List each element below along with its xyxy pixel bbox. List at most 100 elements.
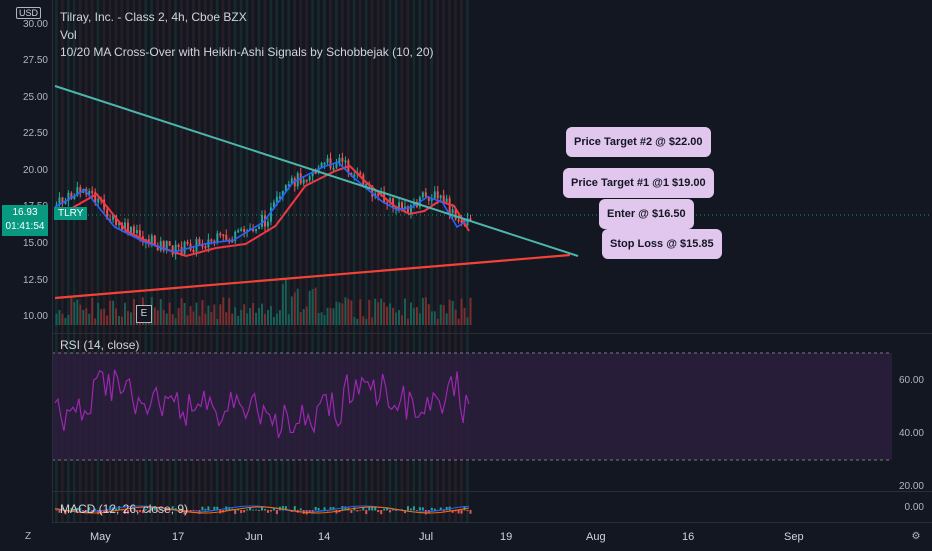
- settings-gear-icon[interactable]: ⚙: [911, 531, 921, 542]
- macd-bar: [362, 507, 365, 511]
- symbol-title[interactable]: Tilray, Inc. - Class 2, 4h, Cboe BZX: [60, 10, 247, 24]
- macd-bar: [395, 510, 398, 511]
- price-axis[interactable]: 30.00 27.50 25.00 22.50 20.00 17.50 15.0…: [0, 0, 53, 522]
- macd-bar: [109, 506, 112, 511]
- signal-stripe: [323, 0, 326, 522]
- signal-stripe: [400, 0, 404, 522]
- auto-scale-z-button[interactable]: Z: [24, 531, 32, 542]
- candle-body: [466, 218, 469, 226]
- candle-body: [308, 176, 311, 181]
- signal-stripe: [382, 0, 386, 522]
- volume-legend[interactable]: Vol: [60, 28, 77, 42]
- macd-bar: [386, 507, 389, 511]
- signal-stripe: [293, 0, 296, 522]
- currency-badge[interactable]: USD: [16, 7, 42, 19]
- macd-bar: [213, 506, 216, 511]
- macd-bar: [135, 510, 138, 512]
- pane-separator-macd[interactable]: [52, 491, 932, 492]
- callout-stop-loss[interactable]: Stop Loss @ $15.85: [602, 229, 722, 259]
- macd-bar: [234, 510, 237, 515]
- macd-bar: [195, 510, 198, 511]
- time-axis[interactable]: May 17 Jun 14 Jul 19 Aug 16 Sep: [52, 522, 932, 551]
- volume-bar: [61, 313, 64, 325]
- volume-bar: [94, 318, 97, 325]
- callout-price-target-1[interactable]: Price Target #1 @1 $19.00: [563, 168, 714, 198]
- candle-body: [255, 228, 258, 232]
- candle-body: [258, 226, 261, 229]
- volume-bar: [266, 309, 269, 325]
- pane-separator-rsi[interactable]: [52, 333, 932, 334]
- candle-body: [156, 245, 159, 251]
- macd-bar: [451, 510, 454, 513]
- macd-bar: [64, 510, 67, 515]
- volume-bar: [466, 317, 469, 325]
- candle-body: [305, 179, 308, 182]
- callout-price-target-2[interactable]: Price Target #2 @ $22.00: [566, 127, 711, 157]
- volume-bar: [392, 307, 395, 325]
- volume-bar: [85, 308, 88, 325]
- signal-stripe: [78, 0, 82, 522]
- callout-enter[interactable]: Enter @ $16.50: [599, 199, 694, 229]
- candle-body: [445, 198, 448, 203]
- candle-body: [335, 162, 338, 168]
- macd-bar: [430, 507, 433, 511]
- price-tick: 25.00: [22, 92, 48, 103]
- volume-bar: [79, 304, 82, 325]
- signal-stripe: [305, 0, 308, 522]
- chart-canvas[interactable]: [0, 0, 932, 522]
- candle-body: [252, 228, 255, 232]
- volume-bar: [126, 311, 129, 325]
- candle-body: [91, 191, 94, 194]
- signal-stripe: [150, 0, 153, 522]
- macd-legend[interactable]: MACD (12, 26, close, 9): [60, 502, 189, 516]
- price-tick: 30.00: [22, 19, 48, 30]
- signal-stripe: [227, 0, 231, 522]
- signal-stripe: [186, 0, 189, 522]
- candle-body: [150, 235, 153, 245]
- indicator-legend[interactable]: 10/20 MA Cross-Over with Heikin-Ashi Sig…: [60, 45, 434, 59]
- candle-body: [129, 226, 132, 235]
- macd-bar: [284, 506, 287, 511]
- candle-body: [427, 196, 430, 201]
- volume-bar: [389, 303, 392, 325]
- signal-stripe: [287, 0, 291, 522]
- volume-bar: [73, 301, 76, 325]
- volume-bar: [436, 318, 439, 325]
- candle-body: [153, 235, 156, 246]
- candle-body: [225, 234, 228, 241]
- volume-bar: [415, 307, 418, 325]
- macd-bar: [150, 507, 153, 511]
- signal-stripe: [454, 0, 457, 522]
- macd-bar: [281, 506, 284, 511]
- volume-bar: [171, 314, 174, 325]
- volume-bar: [255, 312, 258, 325]
- volume-bar: [159, 299, 162, 325]
- uptrend-line: [54, 253, 571, 300]
- rsi-legend[interactable]: RSI (14, close): [60, 338, 140, 352]
- volume-bar: [409, 302, 412, 325]
- earnings-event-badge[interactable]: E: [136, 305, 152, 323]
- macd-bar: [365, 510, 368, 515]
- candle-body: [323, 162, 326, 165]
- volume-bar: [55, 313, 58, 325]
- candle-body: [237, 230, 240, 233]
- volume-bar: [362, 316, 365, 325]
- macd-bar: [332, 506, 335, 511]
- volume-bar: [156, 310, 159, 325]
- candle-body: [183, 241, 186, 254]
- volume-bar: [368, 299, 371, 325]
- macd-bar: [275, 510, 278, 515]
- candle-body: [329, 158, 332, 168]
- candle-body: [159, 241, 162, 251]
- ma-fast-line: [54, 161, 470, 253]
- macd-bar: [323, 507, 326, 511]
- last-price-value: 16.93: [12, 207, 38, 218]
- candle-body: [344, 160, 347, 163]
- candle-body: [171, 245, 174, 255]
- volume-bar: [112, 300, 115, 325]
- volume-bar: [320, 312, 323, 325]
- candle-body: [314, 171, 317, 174]
- volume-bar: [228, 298, 231, 325]
- volume-bar: [165, 313, 168, 325]
- candle-body: [433, 191, 436, 199]
